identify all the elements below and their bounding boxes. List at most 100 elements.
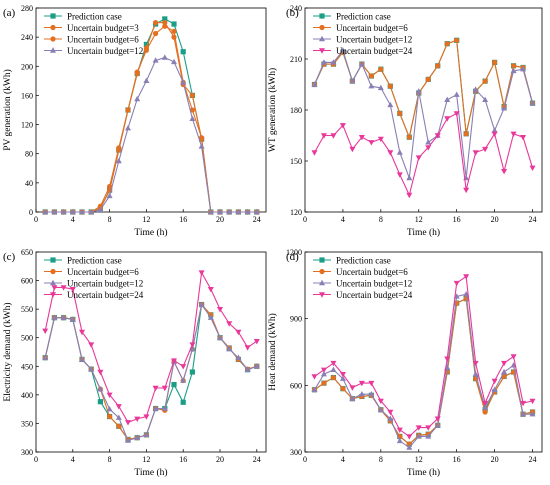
data-point xyxy=(492,59,498,65)
data-point xyxy=(60,208,67,215)
x-tick-label: 24 xyxy=(253,215,261,224)
data-point xyxy=(162,23,168,29)
data-point xyxy=(339,123,346,129)
x-tick-label: 8 xyxy=(379,215,383,224)
data-point xyxy=(358,391,365,397)
data-point xyxy=(42,328,49,335)
data-point xyxy=(153,19,159,26)
data-point xyxy=(125,107,131,113)
series-line xyxy=(44,303,257,442)
legend-label: Prediction case xyxy=(336,256,391,266)
panel-tag: (a) xyxy=(3,7,16,19)
legend-label: Uncertain budget=6 xyxy=(67,267,139,277)
panel-3: 0 4 8 12 16 20 24 300 600 900 1200 Time (h) Heat dem… xyxy=(267,248,543,478)
data-point xyxy=(491,378,498,385)
legend-swatch-marker xyxy=(50,279,56,286)
data-point xyxy=(529,100,536,106)
legend-label: Uncertain budget=12 xyxy=(67,279,143,289)
data-point xyxy=(97,385,104,392)
data-point xyxy=(180,364,187,370)
y-tick-label: 240 xyxy=(290,4,302,13)
legend-swatch-marker xyxy=(319,13,325,19)
plot-frame xyxy=(35,7,267,213)
data-point xyxy=(320,59,327,65)
y-tick-label: 600 xyxy=(21,277,33,286)
data-point xyxy=(134,95,141,102)
legend-label: Uncertain budget=6 xyxy=(67,35,139,45)
y-tick-label: 300 xyxy=(290,448,302,457)
legend-swatch-marker xyxy=(319,268,325,275)
data-point xyxy=(134,69,140,75)
data-point xyxy=(501,368,508,375)
data-point xyxy=(125,125,131,131)
legend-label: Uncertain budget=12 xyxy=(336,279,412,289)
data-point xyxy=(406,434,413,440)
x-tick-label: 24 xyxy=(253,455,261,464)
data-point xyxy=(253,363,260,369)
x-tick-label: 4 xyxy=(341,215,345,224)
panel-tag: (d) xyxy=(286,251,299,263)
data-point xyxy=(171,21,177,27)
data-point xyxy=(340,386,346,392)
y-axis-label: PV generation (kWh) xyxy=(2,69,13,151)
data-point xyxy=(198,270,205,276)
data-point xyxy=(244,208,251,215)
data-point xyxy=(377,84,384,91)
y-tick-label: 80 xyxy=(25,150,33,159)
data-point xyxy=(482,409,488,415)
data-point xyxy=(396,437,403,444)
data-point xyxy=(152,385,159,392)
data-point xyxy=(330,133,337,139)
data-point xyxy=(387,83,393,89)
legend-swatch-marker xyxy=(50,24,56,31)
data-point xyxy=(368,380,375,387)
plot-frame xyxy=(35,251,267,453)
data-point xyxy=(134,416,141,423)
data-point xyxy=(463,131,469,137)
data-point xyxy=(491,127,498,133)
data-point xyxy=(189,345,196,352)
data-point xyxy=(217,306,223,313)
y-tick-label: 1200 xyxy=(286,248,302,257)
data-point xyxy=(115,414,122,420)
y-tick-label: 150 xyxy=(290,157,302,166)
x-tick-label: 8 xyxy=(379,455,383,464)
plot-frame xyxy=(304,251,543,453)
data-point xyxy=(217,208,223,215)
x-tick-label: 0 xyxy=(303,455,307,464)
legend-swatch-marker xyxy=(319,257,325,263)
data-point xyxy=(320,133,327,139)
data-point xyxy=(406,174,413,181)
data-point xyxy=(377,398,384,405)
legend-label: Uncertain budget=6 xyxy=(336,267,408,277)
x-axis-label: Time (h) xyxy=(134,467,167,478)
data-point xyxy=(358,135,365,141)
x-tick-label: 16 xyxy=(179,215,187,224)
legend-label: Uncertain budget=3 xyxy=(67,23,139,33)
x-tick-label: 20 xyxy=(491,215,499,224)
data-point xyxy=(69,286,76,293)
data-point xyxy=(60,285,67,291)
data-point xyxy=(199,135,205,141)
y-tick-label: 160 xyxy=(21,91,33,100)
data-point xyxy=(189,369,195,375)
data-point xyxy=(180,399,186,405)
data-point xyxy=(387,150,394,156)
data-point xyxy=(339,47,346,53)
data-point xyxy=(463,187,470,194)
data-point xyxy=(510,67,517,74)
data-point xyxy=(161,405,168,411)
data-point xyxy=(235,329,242,336)
data-point xyxy=(226,208,233,215)
data-point xyxy=(235,354,242,360)
data-point xyxy=(162,19,168,26)
x-tick-label: 0 xyxy=(303,215,307,224)
data-point xyxy=(435,63,441,69)
data-point xyxy=(387,415,394,421)
data-point xyxy=(520,66,527,72)
x-tick-label: 12 xyxy=(415,215,423,224)
y-tick-label: 600 xyxy=(290,381,302,390)
x-tick-label: 0 xyxy=(34,455,38,464)
x-axis-label: Time (h) xyxy=(407,467,440,478)
data-point xyxy=(529,398,536,405)
